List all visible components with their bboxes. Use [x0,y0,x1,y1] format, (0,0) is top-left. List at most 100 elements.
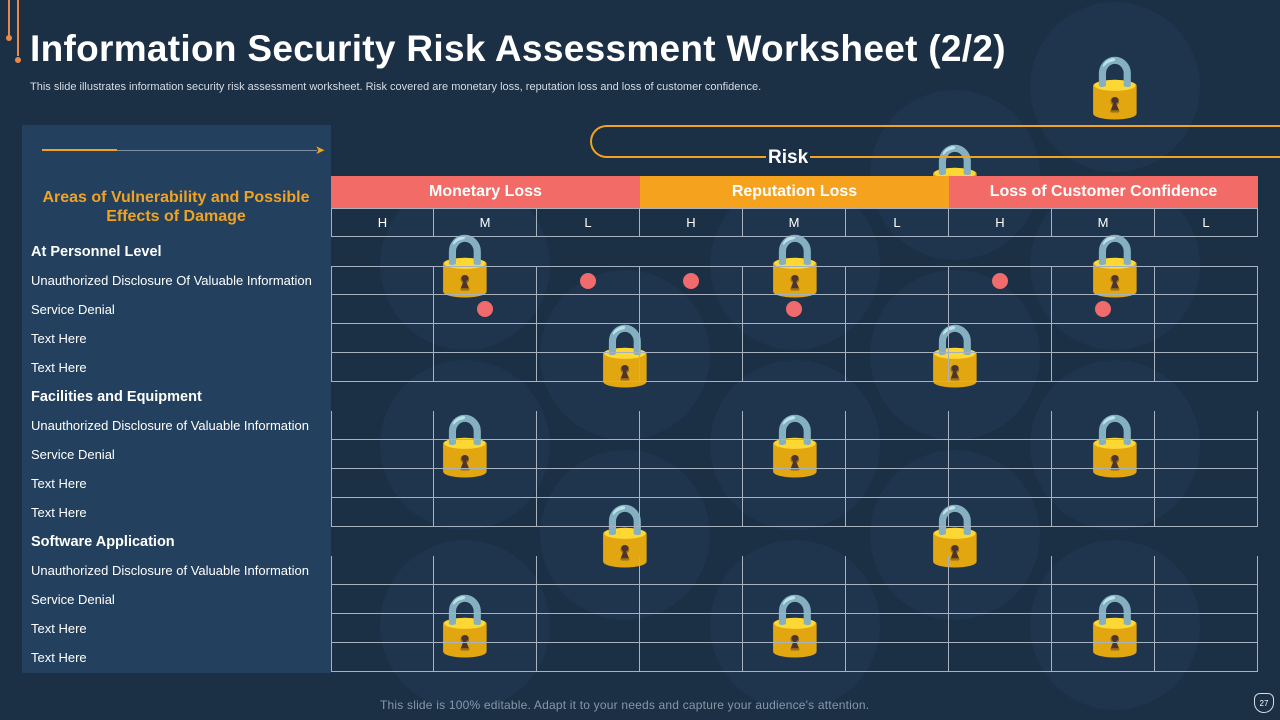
grid-cell[interactable] [846,556,949,585]
grid-cell[interactable] [640,643,743,672]
grid-cell[interactable] [537,266,640,295]
grid-cell[interactable] [537,614,640,643]
grid-cell[interactable] [743,324,846,353]
grid-cell[interactable] [537,643,640,672]
grid-cell[interactable] [537,556,640,585]
grid-cell[interactable] [331,469,434,498]
grid-cell[interactable] [743,295,846,324]
grid-cell[interactable] [1155,556,1258,585]
grid-cell[interactable] [331,295,434,324]
grid-cell[interactable] [1155,295,1258,324]
grid-cell[interactable] [434,614,537,643]
grid-cell[interactable] [640,324,743,353]
grid-cell[interactable] [434,440,537,469]
grid-cell[interactable] [1155,324,1258,353]
grid-cell[interactable] [846,295,949,324]
grid-cell[interactable] [846,266,949,295]
grid-cell[interactable] [1052,411,1155,440]
grid-cell[interactable] [1155,353,1258,382]
grid-cell[interactable] [846,614,949,643]
grid-cell[interactable] [434,498,537,527]
grid-cell[interactable] [743,556,846,585]
grid-cell[interactable] [1052,266,1155,295]
grid-cell[interactable] [331,440,434,469]
grid-cell[interactable] [846,469,949,498]
grid-cell[interactable] [949,614,1052,643]
grid-cell[interactable] [331,614,434,643]
grid-cell[interactable] [743,411,846,440]
grid-cell[interactable] [743,643,846,672]
grid-cell[interactable] [949,585,1052,614]
grid-cell[interactable] [640,353,743,382]
grid-cell[interactable] [640,469,743,498]
grid-cell[interactable] [1052,585,1155,614]
grid-cell[interactable] [846,585,949,614]
grid-cell[interactable] [640,440,743,469]
grid-cell[interactable] [743,469,846,498]
grid-cell[interactable] [434,556,537,585]
grid-cell[interactable] [1052,469,1155,498]
grid-cell[interactable] [640,266,743,295]
grid-cell[interactable] [434,469,537,498]
grid-cell[interactable] [743,614,846,643]
grid-cell[interactable] [331,643,434,672]
grid-cell[interactable] [1052,353,1155,382]
grid-cell[interactable] [331,353,434,382]
grid-cell[interactable] [846,324,949,353]
grid-cell[interactable] [846,440,949,469]
grid-cell[interactable] [331,411,434,440]
grid-cell[interactable] [434,353,537,382]
grid-cell[interactable] [640,585,743,614]
grid-cell[interactable] [846,643,949,672]
grid-cell[interactable] [1052,498,1155,527]
grid-cell[interactable] [331,556,434,585]
grid-cell[interactable] [743,353,846,382]
grid-cell[interactable] [1052,295,1155,324]
grid-cell[interactable] [434,324,537,353]
grid-cell[interactable] [537,324,640,353]
grid-cell[interactable] [537,411,640,440]
grid-cell[interactable] [331,498,434,527]
grid-cell[interactable] [434,295,537,324]
grid-cell[interactable] [1052,556,1155,585]
grid-cell[interactable] [949,643,1052,672]
grid-cell[interactable] [640,411,743,440]
grid-cell[interactable] [537,295,640,324]
grid-cell[interactable] [537,469,640,498]
grid-cell[interactable] [537,440,640,469]
grid-cell[interactable] [949,295,1052,324]
grid-cell[interactable] [1052,440,1155,469]
grid-cell[interactable] [1155,411,1258,440]
grid-cell[interactable] [331,324,434,353]
grid-cell[interactable] [434,585,537,614]
grid-cell[interactable] [1155,498,1258,527]
grid-cell[interactable] [1155,643,1258,672]
grid-cell[interactable] [640,295,743,324]
grid-cell[interactable] [743,498,846,527]
grid-cell[interactable] [434,411,537,440]
grid-cell[interactable] [1155,585,1258,614]
grid-cell[interactable] [1052,324,1155,353]
grid-cell[interactable] [1052,614,1155,643]
grid-cell[interactable] [949,411,1052,440]
grid-cell[interactable] [949,556,1052,585]
grid-cell[interactable] [1155,440,1258,469]
grid-cell[interactable] [640,556,743,585]
grid-cell[interactable] [949,324,1052,353]
grid-cell[interactable] [846,411,949,440]
grid-cell[interactable] [1155,614,1258,643]
grid-cell[interactable] [640,614,743,643]
grid-cell[interactable] [537,585,640,614]
grid-cell[interactable] [331,585,434,614]
grid-cell[interactable] [434,266,537,295]
grid-cell[interactable] [846,353,949,382]
grid-cell[interactable] [743,266,846,295]
grid-cell[interactable] [1052,643,1155,672]
grid-cell[interactable] [743,585,846,614]
grid-cell[interactable] [640,498,743,527]
grid-cell[interactable] [743,440,846,469]
grid-cell[interactable] [434,643,537,672]
grid-cell[interactable] [331,266,434,295]
grid-cell[interactable] [537,353,640,382]
grid-cell[interactable] [949,266,1052,295]
